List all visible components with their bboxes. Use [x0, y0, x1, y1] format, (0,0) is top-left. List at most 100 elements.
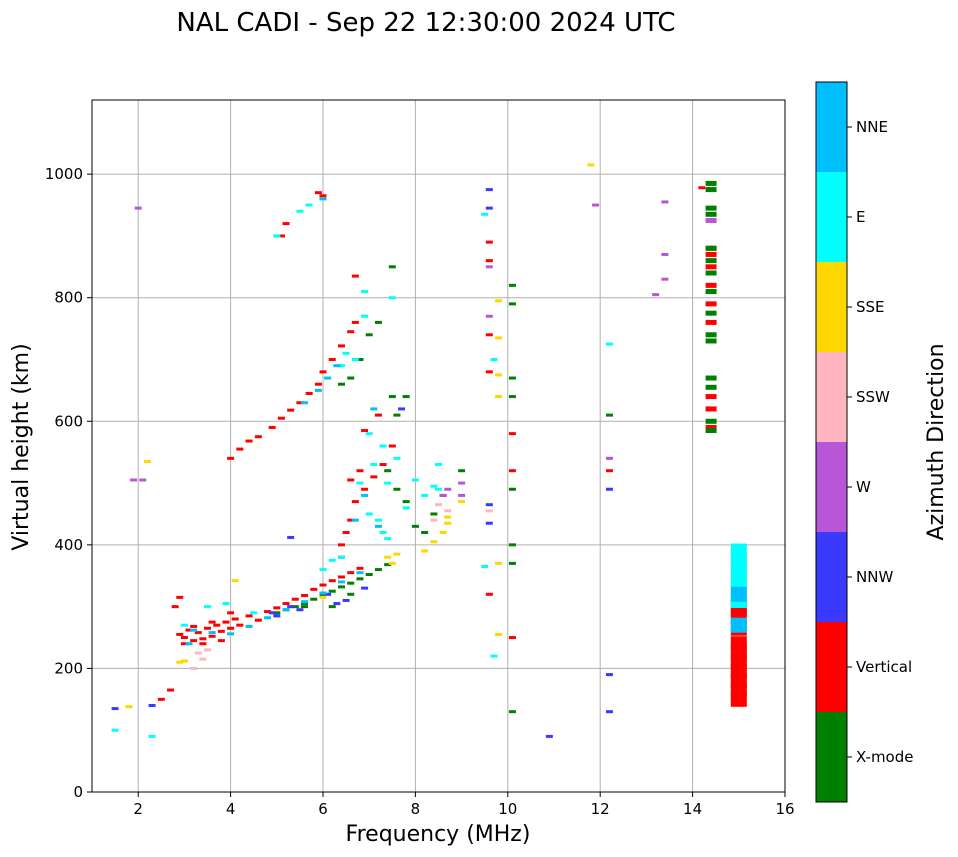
data-point — [705, 338, 717, 344]
data-point — [495, 632, 503, 636]
data-point — [190, 624, 198, 628]
data-point — [222, 620, 230, 624]
data-point — [388, 444, 396, 448]
colorbar-frame — [815, 81, 848, 803]
data-point — [444, 521, 452, 525]
data-point — [254, 618, 262, 622]
data-point — [356, 358, 364, 361]
data-point — [705, 270, 717, 276]
data-point — [337, 382, 345, 386]
data-point — [485, 509, 493, 513]
data-point — [705, 301, 717, 307]
data-point — [485, 259, 493, 263]
data-point — [208, 620, 216, 624]
data-point — [287, 535, 295, 539]
data-point — [545, 734, 553, 738]
data-point — [291, 605, 299, 609]
colorbar-tick-label: E — [856, 208, 865, 226]
data-point — [351, 500, 359, 504]
data-point — [134, 206, 142, 210]
data-point — [347, 478, 355, 482]
data-point — [730, 586, 747, 602]
data-point — [485, 370, 493, 374]
series-nnw — [111, 188, 613, 738]
data-point — [356, 469, 364, 473]
data-point — [310, 597, 318, 601]
data-point — [374, 568, 382, 572]
data-point — [485, 188, 493, 192]
data-point — [356, 481, 364, 485]
data-point — [485, 240, 493, 244]
series-nne — [185, 197, 747, 646]
data-point — [351, 518, 359, 522]
data-point — [388, 395, 396, 399]
data-point — [705, 211, 717, 217]
data-point — [356, 566, 364, 570]
data-point — [143, 459, 151, 463]
data-point — [185, 642, 193, 646]
series-e — [111, 203, 747, 738]
data-point — [384, 537, 392, 541]
data-point — [208, 634, 216, 638]
x-tick-label: 2 — [133, 800, 143, 818]
data-point — [485, 333, 493, 337]
data-point — [374, 518, 382, 522]
data-point — [213, 623, 221, 627]
data-point — [508, 543, 516, 547]
data-point — [176, 660, 184, 664]
data-point — [305, 391, 313, 395]
data-point — [231, 617, 239, 621]
colorbar: X-mode Vertical NNW W SSW SSE E NNE — [815, 81, 913, 803]
data-point — [705, 319, 717, 325]
series-w — [130, 200, 717, 497]
data-point — [705, 428, 717, 434]
data-point — [227, 456, 235, 460]
data-point — [421, 549, 429, 553]
data-point — [347, 592, 355, 596]
colorbar-tick-label: NNE — [856, 118, 888, 136]
data-point — [661, 252, 669, 256]
data-point — [264, 616, 272, 620]
data-point — [652, 293, 660, 297]
colorbar-segment — [816, 622, 847, 712]
data-point — [301, 594, 309, 598]
data-point — [282, 608, 290, 612]
data-point — [190, 639, 198, 643]
grid — [92, 100, 786, 793]
data-point — [605, 710, 613, 714]
data-point — [190, 628, 198, 632]
data-point — [485, 314, 493, 318]
y-tick-label: 400 — [54, 536, 83, 554]
data-point — [361, 314, 369, 318]
data-point — [342, 531, 350, 534]
data-point — [273, 614, 281, 618]
data-point — [508, 283, 516, 287]
data-point — [337, 555, 345, 559]
data-point — [490, 358, 498, 361]
data-point — [661, 200, 669, 204]
data-point — [435, 463, 442, 467]
colorbar-tick-label: Vertical — [856, 658, 912, 676]
data-point — [328, 605, 336, 609]
data-point — [481, 212, 489, 216]
series-x-mode — [273, 180, 717, 714]
data-point — [587, 163, 595, 167]
data-point — [190, 666, 198, 670]
series-sse — [125, 163, 595, 709]
data-point — [705, 245, 717, 251]
data-point — [361, 290, 369, 294]
data-point — [705, 332, 717, 338]
data-point — [328, 589, 336, 593]
data-point — [705, 251, 717, 257]
colorbar-segment — [816, 352, 847, 442]
data-point — [208, 631, 216, 635]
data-point — [435, 503, 442, 507]
data-point — [430, 518, 438, 522]
data-point — [199, 637, 207, 641]
data-point — [268, 425, 276, 429]
data-point — [296, 209, 304, 213]
data-point — [705, 406, 717, 412]
colorbar-segment — [816, 712, 847, 802]
data-point — [444, 487, 452, 491]
